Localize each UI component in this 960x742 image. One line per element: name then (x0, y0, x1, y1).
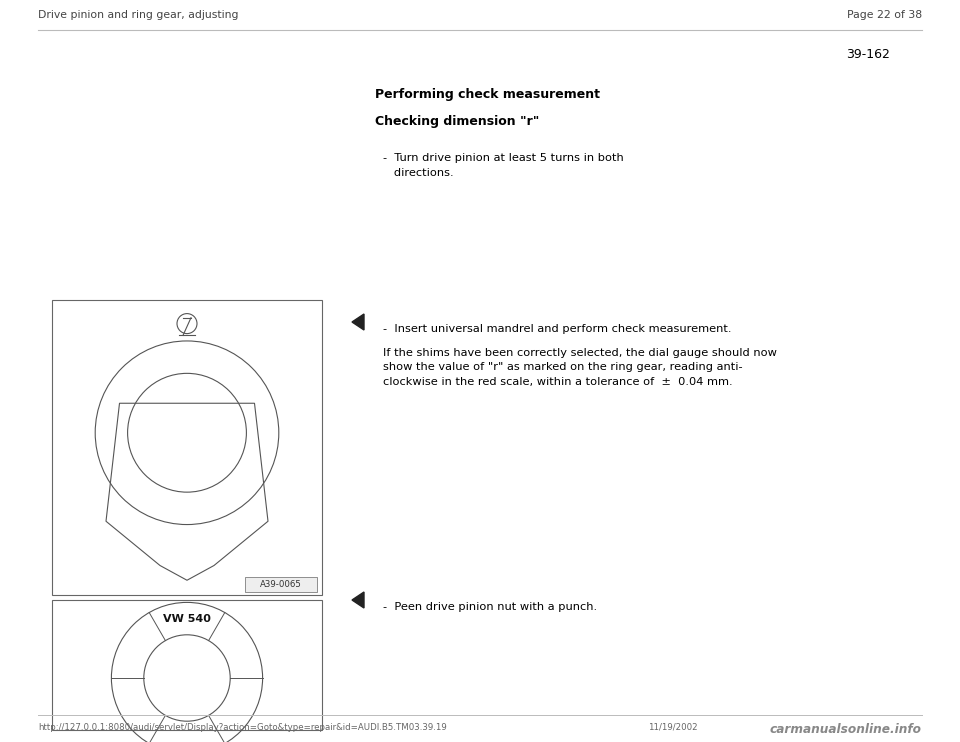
Bar (52, 600, 322, 730)
Text: directions.: directions. (383, 168, 454, 178)
Text: http://127.0.0.1:8080/audi/servlet/Display?action=Goto&type=repair&id=AUDI.B5.TM: http://127.0.0.1:8080/audi/servlet/Displ… (38, 723, 446, 732)
Text: Checking dimension "r": Checking dimension "r" (375, 115, 540, 128)
Text: If the shims have been correctly selected, the dial gauge should now
show the va: If the shims have been correctly selecte… (383, 348, 777, 387)
Text: VW 540: VW 540 (163, 614, 211, 624)
Text: Performing check measurement: Performing check measurement (375, 88, 600, 101)
Bar (52, 300, 322, 595)
Text: A39-0065: A39-0065 (260, 580, 302, 589)
Text: 11/19/2002: 11/19/2002 (648, 723, 698, 732)
Bar (245, 577, 317, 592)
Text: -  Insert universal mandrel and perform check measurement.: - Insert universal mandrel and perform c… (383, 324, 732, 334)
Text: -  Peen drive pinion nut with a punch.: - Peen drive pinion nut with a punch. (383, 602, 597, 612)
Text: Drive pinion and ring gear, adjusting: Drive pinion and ring gear, adjusting (38, 10, 238, 20)
Polygon shape (352, 592, 364, 608)
Text: carmanualsonline.info: carmanualsonline.info (770, 723, 922, 736)
Text: 39-162: 39-162 (846, 48, 890, 61)
Text: -  Turn drive pinion at least 5 turns in both: - Turn drive pinion at least 5 turns in … (383, 153, 624, 163)
Polygon shape (352, 314, 364, 330)
Text: Page 22 of 38: Page 22 of 38 (847, 10, 922, 20)
